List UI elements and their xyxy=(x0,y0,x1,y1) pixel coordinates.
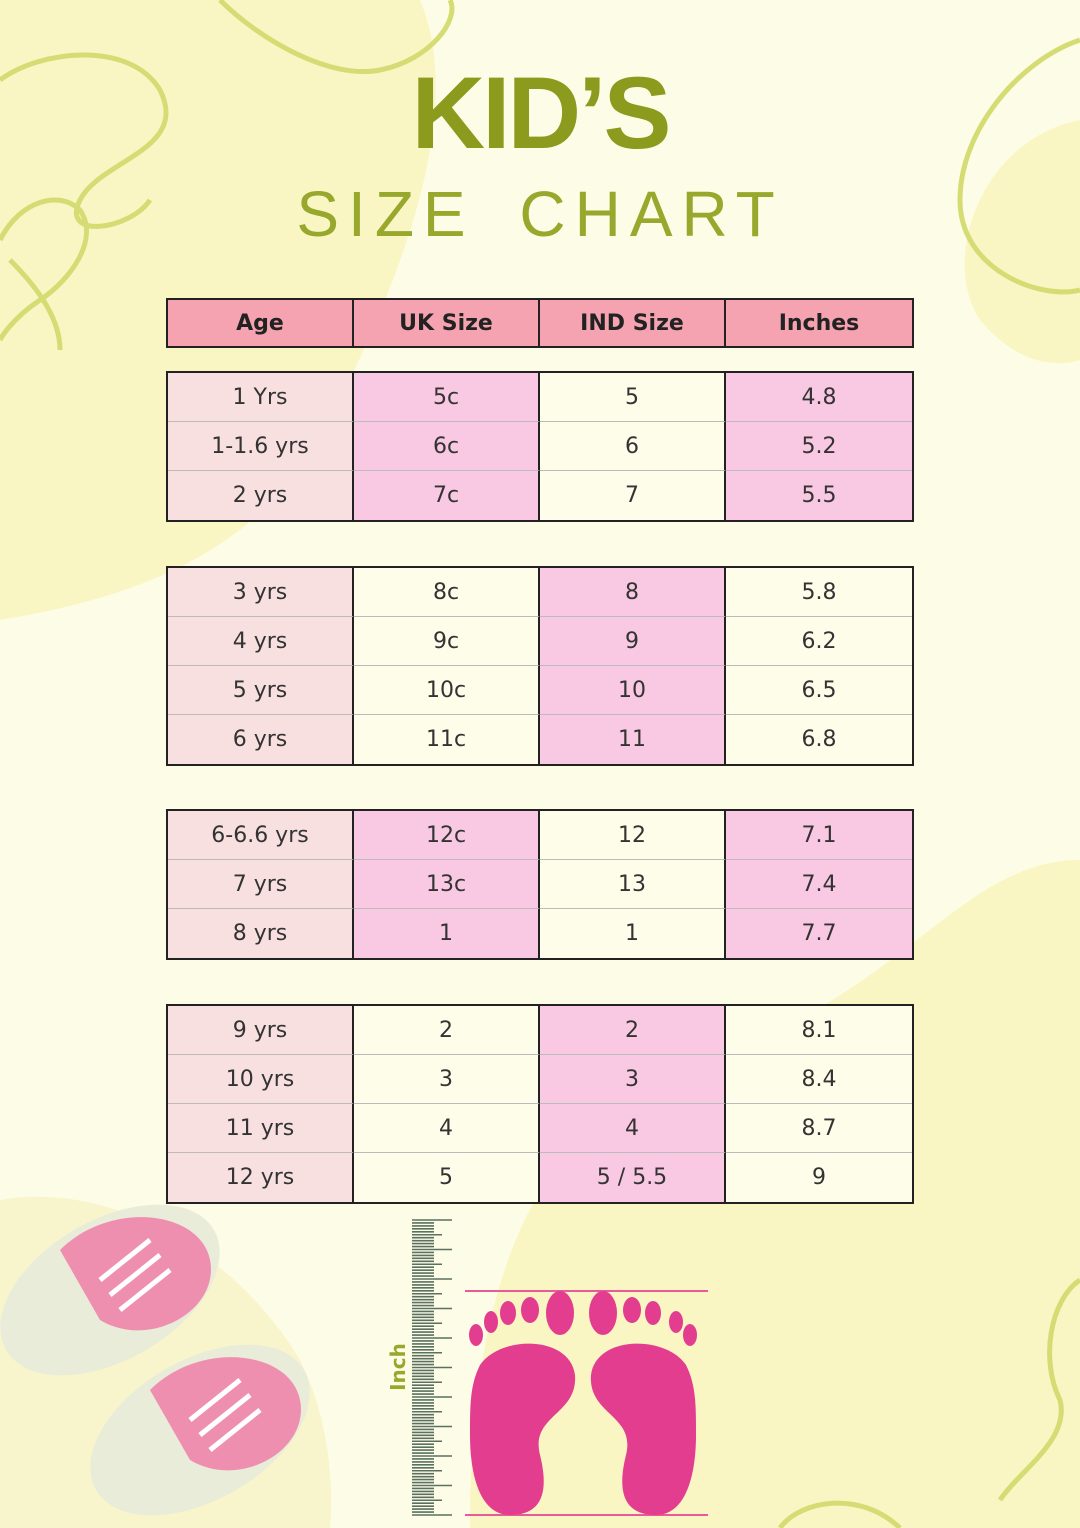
cell-uk-size: 7c xyxy=(354,471,540,520)
header-ind-size: IND Size xyxy=(540,300,726,346)
cell-inches: 4.8 xyxy=(726,373,912,422)
cell-uk-size: 13c xyxy=(354,860,540,909)
cell-uk-size: 9c xyxy=(354,617,540,666)
size-table-group: 3 yrs 8c 8 5.8 4 yrs 9c 9 6.2 5 yrs 10c 10 6.5 6 yrs… xyxy=(166,566,914,766)
cell-age: 4 yrs xyxy=(168,617,354,666)
cell-uk-size: 4 xyxy=(354,1104,540,1153)
header-age: Age xyxy=(168,300,354,346)
cell-ind-size: 5 xyxy=(540,373,726,422)
cell-ind-size: 9 xyxy=(540,617,726,666)
cell-ind-size: 11 xyxy=(540,715,726,764)
cell-age: 7 yrs xyxy=(168,860,354,909)
size-table-group: 6-6.6 yrs 12c 12 7.1 7 yrs 13c 13 7.4 8 yrs 1 1 7.7 xyxy=(166,809,914,960)
cell-uk-size: 1 xyxy=(354,909,540,958)
cell-ind-size: 1 xyxy=(540,909,726,958)
cell-uk-size: 2 xyxy=(354,1006,540,1055)
cell-ind-size: 13 xyxy=(540,860,726,909)
cell-inches: 5.5 xyxy=(726,471,912,520)
cell-uk-size: 5c xyxy=(354,373,540,422)
cell-age: 9 yrs xyxy=(168,1006,354,1055)
cell-inches: 6.8 xyxy=(726,715,912,764)
cell-uk-size: 10c xyxy=(354,666,540,715)
header-uk-size: UK Size xyxy=(354,300,540,346)
cell-age: 11 yrs xyxy=(168,1104,354,1153)
cell-uk-size: 6c xyxy=(354,422,540,471)
cell-uk-size: 3 xyxy=(354,1055,540,1104)
title-size-chart: SIZE CHART xyxy=(296,178,784,250)
cell-age: 1-1.6 yrs xyxy=(168,422,354,471)
cell-age: 8 yrs xyxy=(168,909,354,958)
cell-inches: 6.5 xyxy=(726,666,912,715)
ruler-label: Inch xyxy=(386,1343,410,1391)
table-header: Age UK Size IND Size Inches xyxy=(166,298,914,348)
cell-age: 6-6.6 yrs xyxy=(168,811,354,860)
cell-inches: 8.7 xyxy=(726,1104,912,1153)
cell-inches: 8.1 xyxy=(726,1006,912,1055)
sneakers-illustration xyxy=(0,1204,310,1516)
size-table-group: 1 Yrs 5c 5 4.8 1-1.6 yrs 6c 6 5.2 2 yrs 7c 7 5.5 xyxy=(166,371,914,522)
cell-ind-size: 8 xyxy=(540,568,726,617)
cell-ind-size: 5 / 5.5 xyxy=(540,1153,726,1202)
cell-uk-size: 5 xyxy=(354,1153,540,1202)
cell-inches: 6.2 xyxy=(726,617,912,666)
cell-inches: 9 xyxy=(726,1153,912,1202)
cell-age: 6 yrs xyxy=(168,715,354,764)
cell-inches: 5.2 xyxy=(726,422,912,471)
cell-uk-size: 11c xyxy=(354,715,540,764)
cell-age: 5 yrs xyxy=(168,666,354,715)
cell-ind-size: 10 xyxy=(540,666,726,715)
cell-uk-size: 12c xyxy=(354,811,540,860)
cell-inches: 5.8 xyxy=(726,568,912,617)
cell-ind-size: 3 xyxy=(540,1055,726,1104)
size-table-group: 9 yrs 2 2 8.1 10 yrs 3 3 8.4 11 yrs 4 4 8.7 12 yrs 5 5… xyxy=(166,1004,914,1204)
cell-age: 12 yrs xyxy=(168,1153,354,1202)
cell-ind-size: 6 xyxy=(540,422,726,471)
cell-inches: 7.7 xyxy=(726,909,912,958)
cell-ind-size: 12 xyxy=(540,811,726,860)
cell-inches: 8.4 xyxy=(726,1055,912,1104)
cell-age: 1 Yrs xyxy=(168,373,354,422)
cell-ind-size: 4 xyxy=(540,1104,726,1153)
footprints-illustration xyxy=(465,1290,708,1516)
cell-inches: 7.4 xyxy=(726,860,912,909)
cell-uk-size: 8c xyxy=(354,568,540,617)
ruler xyxy=(412,1218,452,1518)
cell-inches: 7.1 xyxy=(726,811,912,860)
cell-age: 10 yrs xyxy=(168,1055,354,1104)
cell-ind-size: 2 xyxy=(540,1006,726,1055)
header-inches: Inches xyxy=(726,300,912,346)
cell-ind-size: 7 xyxy=(540,471,726,520)
cell-age: 2 yrs xyxy=(168,471,354,520)
title-kids: KID’S xyxy=(411,56,671,170)
cell-age: 3 yrs xyxy=(168,568,354,617)
